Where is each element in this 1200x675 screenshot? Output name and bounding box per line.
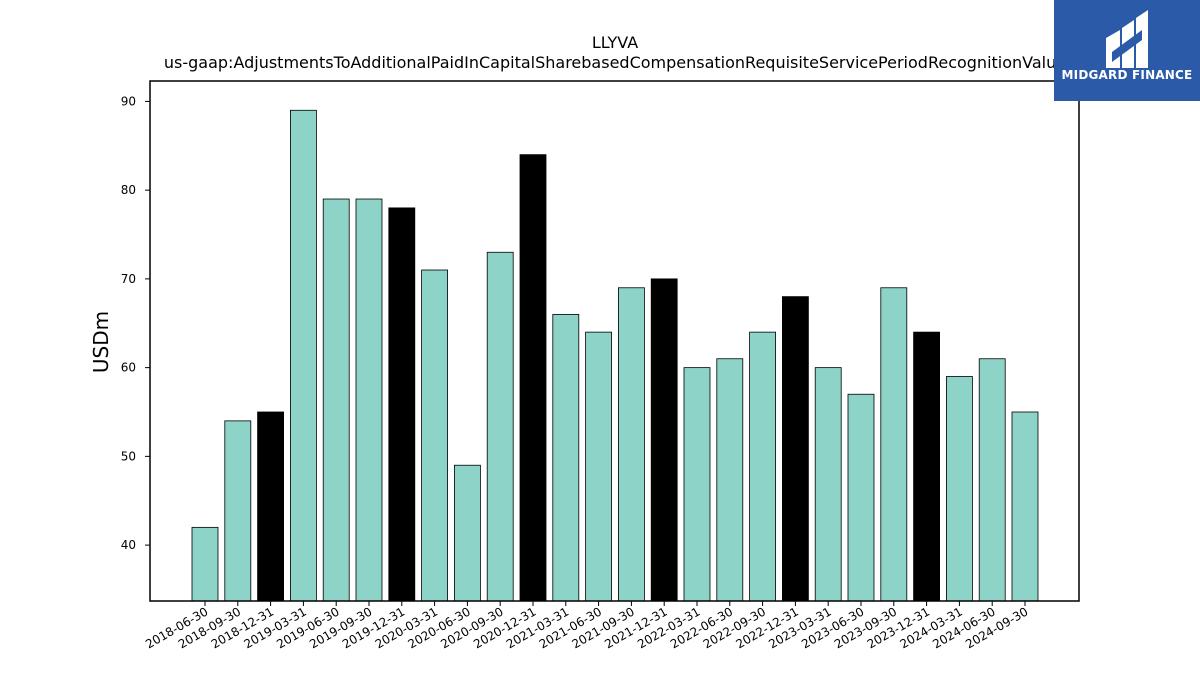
bar-2022-09-30 bbox=[749, 331, 776, 602]
plot-frame bbox=[149, 80, 1080, 602]
bar-2019-09-30 bbox=[355, 198, 383, 602]
bar-2021-12-31 bbox=[650, 278, 678, 602]
y-tick-label: 70 bbox=[121, 272, 136, 286]
bar-2018-12-31 bbox=[257, 411, 285, 602]
y-tick-label: 90 bbox=[121, 94, 136, 108]
x-ticks-group: 2018-06-302018-09-302018-12-312019-03-31… bbox=[143, 601, 1031, 651]
bar-2023-03-31 bbox=[814, 367, 842, 602]
bar-2021-03-31 bbox=[552, 313, 580, 602]
bars-group bbox=[191, 109, 1039, 602]
bar-2018-09-30 bbox=[224, 420, 252, 602]
bar-2023-09-30 bbox=[880, 287, 908, 602]
bar-2020-09-30 bbox=[486, 251, 514, 602]
chart-title: LLYVA bbox=[592, 33, 638, 52]
logo-text: MIDGARD FINANCE bbox=[1061, 68, 1193, 82]
bar-2021-09-30 bbox=[618, 287, 645, 602]
bar-2019-03-31 bbox=[289, 109, 317, 602]
bar-2021-06-30 bbox=[585, 331, 612, 602]
bar-2020-06-30 bbox=[453, 464, 481, 602]
bar-2019-12-31 bbox=[388, 207, 416, 602]
bar-2022-12-31 bbox=[782, 296, 809, 602]
bar-2020-12-31 bbox=[519, 154, 547, 602]
y-tick-label: 80 bbox=[121, 183, 136, 197]
bar-2024-03-31 bbox=[946, 376, 973, 602]
y-ticks-group: 40 50 60 70 80 90 bbox=[121, 94, 150, 552]
bar-2023-06-30 bbox=[847, 393, 875, 602]
bar-2023-12-31 bbox=[913, 331, 940, 602]
y-tick-label: 50 bbox=[121, 449, 136, 463]
chart-subtitle: us-gaap:AdjustmentsToAdditionalPaidInCap… bbox=[164, 53, 1066, 72]
y-axis-label: USDm bbox=[89, 311, 113, 373]
bar-2018-06-30 bbox=[191, 526, 219, 602]
bar-2024-09-30 bbox=[1011, 411, 1039, 602]
brand-logo: MIDGARD FINANCE bbox=[1054, 0, 1200, 101]
bar-2022-06-30 bbox=[716, 358, 744, 602]
logo-mark-icon bbox=[1106, 10, 1148, 68]
bar-2024-06-30 bbox=[978, 358, 1006, 602]
y-tick-label: 60 bbox=[121, 361, 136, 375]
bar-2022-03-31 bbox=[683, 367, 711, 602]
bar-2019-06-30 bbox=[322, 198, 350, 602]
y-tick-label: 40 bbox=[121, 538, 136, 552]
bar-2020-03-31 bbox=[421, 269, 449, 602]
